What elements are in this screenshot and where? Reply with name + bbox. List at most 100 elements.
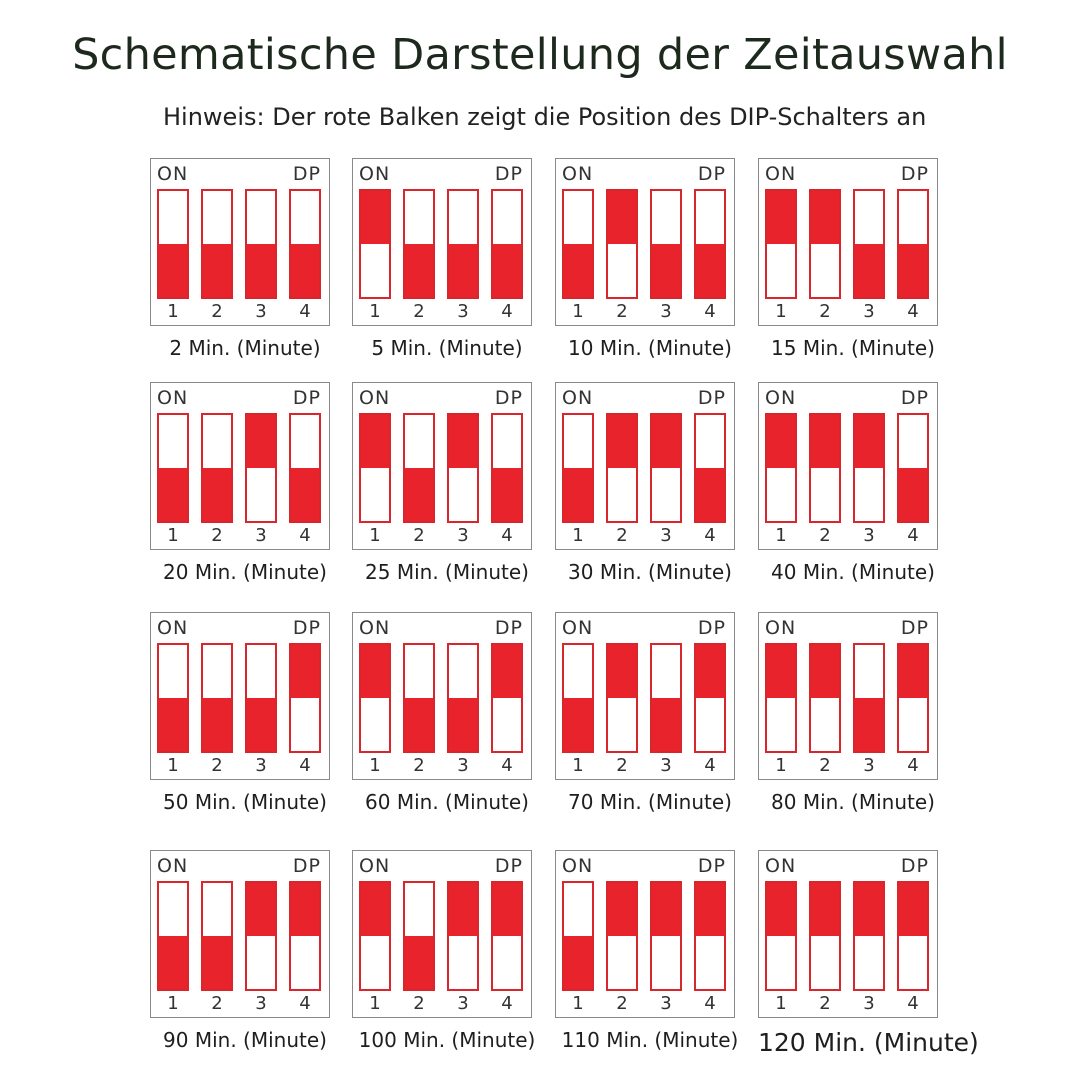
switch-position-bar bbox=[291, 468, 319, 521]
switch-number: 3 bbox=[660, 301, 672, 322]
switch-number: 4 bbox=[501, 993, 513, 1014]
switch-number: 2 bbox=[616, 525, 628, 546]
switch-position-bar bbox=[696, 645, 724, 698]
dip-switch-4 bbox=[897, 643, 929, 753]
switch-number: 4 bbox=[704, 301, 716, 322]
dp-label: DP bbox=[900, 163, 929, 185]
dip-switch-block: ON DP 1 2 3 4 bbox=[758, 158, 938, 326]
switch-number: 2 bbox=[819, 525, 831, 546]
dp-label: DP bbox=[292, 163, 321, 185]
switch-number: 3 bbox=[457, 993, 469, 1014]
switch-position-bar bbox=[203, 936, 231, 989]
dp-label: DP bbox=[900, 617, 929, 639]
switch-position-bar bbox=[159, 936, 187, 989]
switch-number: 4 bbox=[299, 525, 311, 546]
dip-switch-4 bbox=[694, 413, 726, 523]
switch-position-bar bbox=[811, 883, 839, 936]
switch-number: 4 bbox=[704, 755, 716, 776]
dip-switch-block: ON DP 1 2 3 4 bbox=[352, 850, 532, 1018]
switch-position-bar bbox=[696, 883, 724, 936]
switch-position-bar bbox=[493, 468, 521, 521]
dip-switch-2 bbox=[606, 413, 638, 523]
dip-switch-1 bbox=[562, 413, 594, 523]
dip-switch-block: ON DP 1 2 3 4 bbox=[150, 158, 330, 326]
time-caption: 50 Min. (Minute) bbox=[163, 790, 327, 814]
dip-switch-4 bbox=[694, 643, 726, 753]
switch-position-bar bbox=[608, 883, 636, 936]
dip-switch-3 bbox=[853, 189, 885, 299]
switch-position-bar bbox=[652, 883, 680, 936]
switch-number: 4 bbox=[299, 993, 311, 1014]
time-caption: 90 Min. (Minute) bbox=[163, 1028, 327, 1052]
switch-position-bar bbox=[405, 468, 433, 521]
dip-switch-2 bbox=[403, 881, 435, 991]
switch-position-bar bbox=[855, 244, 883, 297]
dip-switch-1 bbox=[359, 643, 391, 753]
switch-position-bar bbox=[203, 244, 231, 297]
on-label: ON bbox=[359, 617, 391, 639]
dip-switch-2 bbox=[606, 189, 638, 299]
dip-switch-1 bbox=[562, 881, 594, 991]
switch-number: 1 bbox=[775, 755, 787, 776]
switch-position-bar bbox=[811, 645, 839, 698]
time-caption: 110 Min. (Minute) bbox=[561, 1028, 739, 1052]
on-label: ON bbox=[562, 617, 594, 639]
switch-position-bar bbox=[493, 883, 521, 936]
switch-position-bar bbox=[493, 244, 521, 297]
time-caption: 60 Min. (Minute) bbox=[365, 790, 529, 814]
dip-switch-block: ON DP 1 2 3 4 bbox=[555, 382, 735, 550]
switch-number: 2 bbox=[211, 301, 223, 322]
dip-switch-2 bbox=[809, 643, 841, 753]
dip-switch-2 bbox=[809, 189, 841, 299]
dip-setting: ON DP 1 2 3 4 120 Min. (Minute) bbox=[758, 850, 979, 1060]
on-label: ON bbox=[157, 855, 189, 877]
dip-switch-4 bbox=[289, 643, 321, 753]
dp-label: DP bbox=[900, 387, 929, 409]
on-label: ON bbox=[562, 855, 594, 877]
switch-position-bar bbox=[608, 191, 636, 244]
dip-setting: ON DP 1 2 3 4 30 Min. (Minute) bbox=[555, 382, 737, 592]
switch-number: 1 bbox=[572, 525, 584, 546]
dip-switch-4 bbox=[897, 413, 929, 523]
switch-number: 1 bbox=[369, 755, 381, 776]
dip-switch-3 bbox=[245, 413, 277, 523]
time-caption: 80 Min. (Minute) bbox=[771, 790, 935, 814]
switch-number: 4 bbox=[704, 993, 716, 1014]
time-caption: 25 Min. (Minute) bbox=[365, 560, 529, 584]
switch-position-bar bbox=[361, 645, 389, 698]
on-label: ON bbox=[359, 163, 391, 185]
switch-number: 1 bbox=[369, 993, 381, 1014]
dip-switch-1 bbox=[359, 881, 391, 991]
dip-setting: ON DP 1 2 3 4 70 Min. (Minute) bbox=[555, 612, 737, 822]
on-label: ON bbox=[359, 855, 391, 877]
switch-number: 4 bbox=[501, 755, 513, 776]
switch-position-bar bbox=[159, 698, 187, 751]
dip-setting: ON DP 1 2 3 4 25 Min. (Minute) bbox=[352, 382, 534, 592]
page-title: Schematische Darstellung der Zeitauswahl bbox=[72, 30, 1008, 80]
time-caption: 40 Min. (Minute) bbox=[771, 560, 935, 584]
dip-switch-block: ON DP 1 2 3 4 bbox=[758, 612, 938, 780]
switch-position-bar bbox=[449, 415, 477, 468]
dip-switch-4 bbox=[289, 413, 321, 523]
switch-number: 3 bbox=[457, 301, 469, 322]
dip-switch-3 bbox=[853, 643, 885, 753]
dip-setting: ON DP 1 2 3 4 20 Min. (Minute) bbox=[150, 382, 332, 592]
dip-switch-3 bbox=[650, 413, 682, 523]
switch-position-bar bbox=[899, 883, 927, 936]
switch-number: 1 bbox=[369, 301, 381, 322]
switch-number: 2 bbox=[211, 993, 223, 1014]
dip-switch-block: ON DP 1 2 3 4 bbox=[352, 382, 532, 550]
dip-switch-1 bbox=[157, 881, 189, 991]
dip-setting: ON DP 1 2 3 4 100 Min. (Minute) bbox=[352, 850, 535, 1060]
on-label: ON bbox=[765, 387, 797, 409]
switch-position-bar bbox=[449, 883, 477, 936]
switch-number: 3 bbox=[660, 755, 672, 776]
dip-setting: ON DP 1 2 3 4 40 Min. (Minute) bbox=[758, 382, 940, 592]
switch-position-bar bbox=[159, 468, 187, 521]
switch-number: 2 bbox=[819, 993, 831, 1014]
switch-number: 1 bbox=[572, 755, 584, 776]
switch-position-bar bbox=[291, 645, 319, 698]
switch-number: 3 bbox=[863, 301, 875, 322]
dip-switch-4 bbox=[694, 189, 726, 299]
dip-switch-2 bbox=[809, 413, 841, 523]
